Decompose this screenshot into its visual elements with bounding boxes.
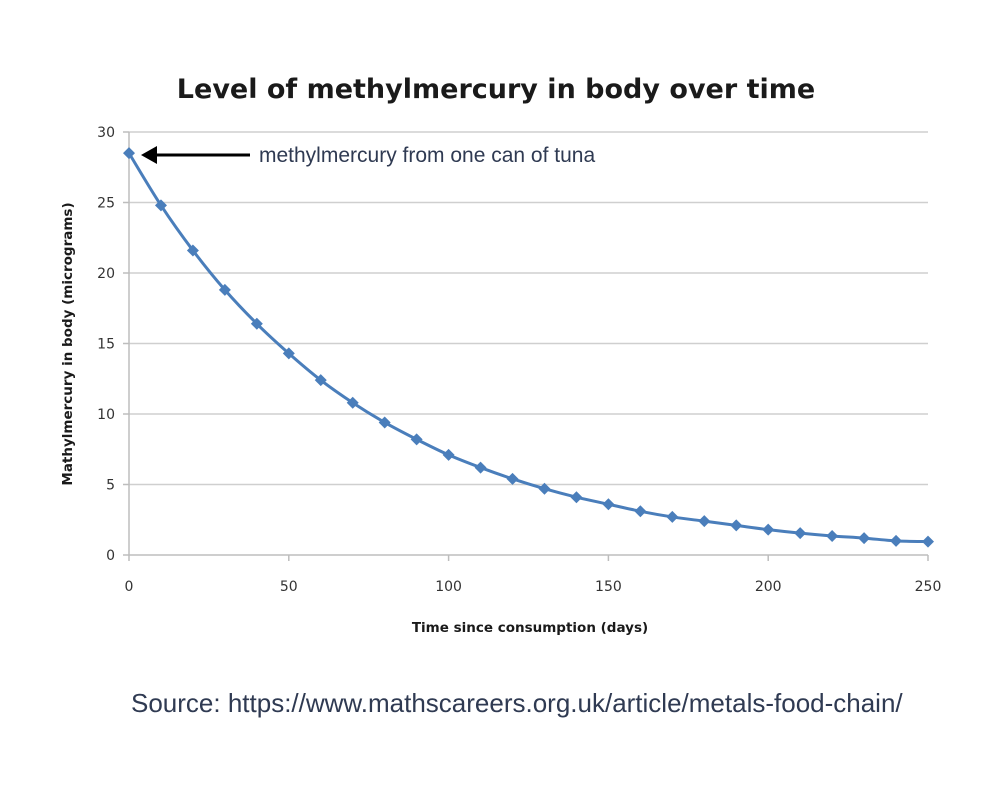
data-point-110 — [474, 461, 487, 474]
y-tick-label-0: 0 — [106, 548, 115, 564]
x-tick-label-100: 100 — [435, 579, 462, 595]
y-axis-title: Mathylmercury in body (micrograms) — [60, 202, 76, 485]
series-line-0 — [127, 152, 929, 544]
series-line-layer — [127, 152, 929, 544]
data-point-240 — [890, 534, 903, 547]
marker-layer — [123, 147, 934, 548]
data-point-80 — [378, 416, 391, 429]
tick-labels: 0 5 10 15 20 25 30 0 50 100 150 200 250 — [97, 125, 941, 595]
annotation-text: methylmercury from one can of tuna — [259, 144, 595, 167]
chart-title: Level of methylmercury in body over time — [177, 74, 815, 105]
data-point-210 — [794, 527, 807, 540]
data-point-160 — [634, 505, 647, 518]
data-point-130 — [538, 482, 551, 495]
data-point-250 — [922, 535, 934, 548]
data-point-10 — [154, 199, 167, 212]
y-tick-label-25: 25 — [97, 196, 115, 212]
data-point-0 — [123, 147, 135, 160]
y-tick-label-5: 5 — [106, 478, 115, 494]
y-tick-label-30: 30 — [97, 125, 115, 141]
data-point-40 — [250, 317, 263, 330]
y-tick-label-20: 20 — [97, 266, 115, 282]
data-point-100 — [442, 448, 455, 461]
annotation: methylmercury from one can of tuna — [141, 144, 595, 167]
data-point-140 — [570, 491, 583, 504]
axes — [123, 131, 929, 561]
gridlines — [129, 131, 928, 486]
data-point-50 — [282, 347, 295, 360]
data-point-90 — [410, 433, 423, 446]
source-citation: Source: https://www.mathscareers.org.uk/… — [131, 688, 903, 718]
x-tick-label-150: 150 — [595, 579, 622, 595]
data-point-180 — [698, 515, 711, 528]
data-point-220 — [826, 529, 839, 542]
y-tick-label-10: 10 — [97, 407, 115, 423]
data-point-120 — [506, 472, 519, 485]
annotation-arrow-head — [141, 146, 157, 164]
data-point-20 — [186, 244, 199, 257]
data-point-60 — [314, 374, 327, 387]
x-tick-label-200: 200 — [755, 579, 782, 595]
x-tick-label-50: 50 — [280, 579, 298, 595]
data-point-30 — [218, 283, 231, 296]
data-point-230 — [858, 532, 871, 545]
x-tick-label-0: 0 — [125, 579, 134, 595]
data-point-70 — [346, 396, 359, 409]
y-tick-label-15: 15 — [97, 337, 115, 353]
data-point-190 — [730, 519, 743, 532]
x-tick-label-250: 250 — [915, 579, 942, 595]
data-point-170 — [666, 510, 679, 523]
data-point-150 — [602, 498, 615, 511]
data-point-200 — [762, 523, 775, 536]
x-axis-title: Time since consumption (days) — [412, 620, 648, 636]
